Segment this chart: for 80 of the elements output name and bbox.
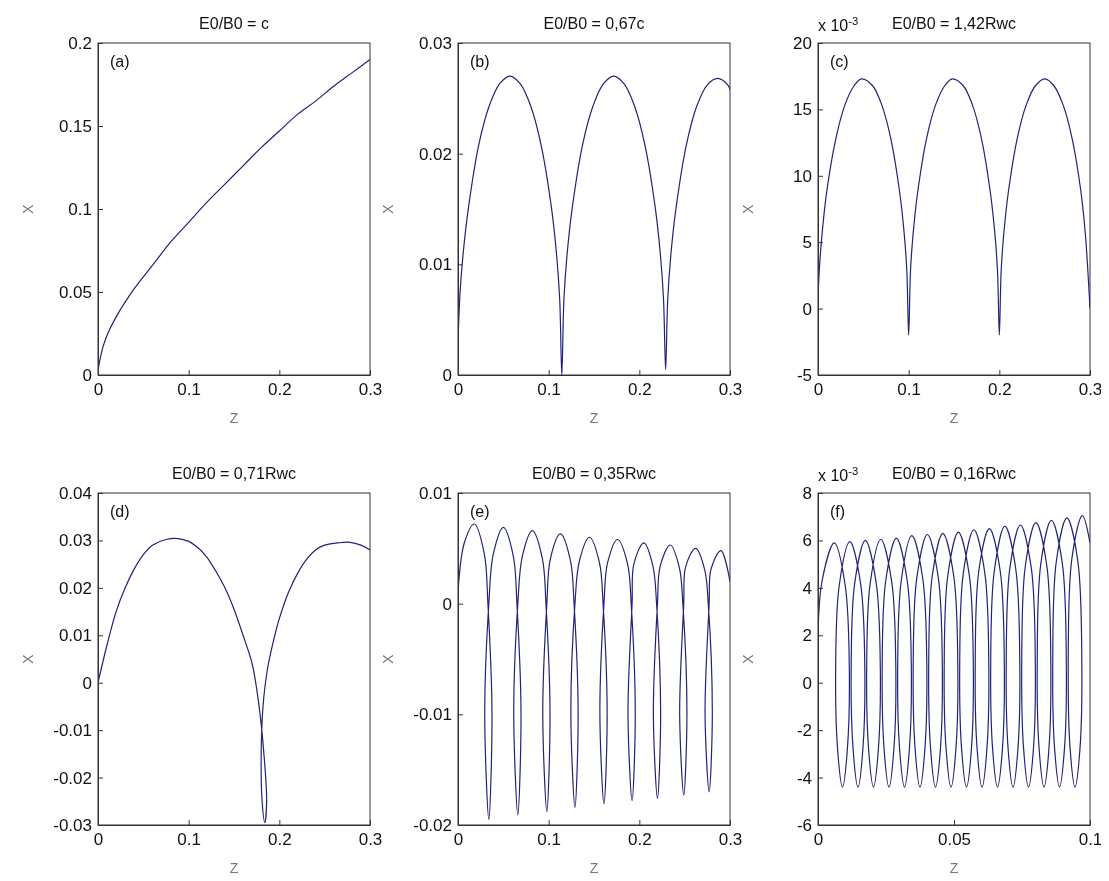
y-tick-label: 0.02: [418, 144, 452, 164]
y-tick-label: 0.1: [68, 199, 92, 219]
y-tick-label: 2: [802, 626, 812, 646]
annotation: (b): [470, 53, 490, 70]
x-tick-label: 0.3: [718, 380, 743, 400]
chart-title: E0/B0 = 0,16Rwc: [891, 465, 1017, 482]
annotation: (e): [470, 503, 490, 520]
annotation: (c): [830, 53, 849, 70]
x-axis-title: Z: [229, 860, 239, 876]
x-tick-label: 0.1: [537, 380, 561, 400]
x-axis-title: Z: [949, 860, 959, 876]
y-tick-label: 0: [442, 594, 452, 614]
x-tick-label: 0.3: [718, 830, 743, 850]
x-tick-label: 0.2: [988, 380, 1012, 400]
x-tick-label: 0.3: [1078, 380, 1103, 400]
line-series: [458, 523, 730, 821]
y-tick-label: 0: [82, 673, 92, 693]
y-axis-title: X: [739, 203, 756, 214]
y-tick-label: -2: [796, 721, 812, 741]
annotation: (f): [830, 503, 846, 520]
y-tick-label: 0.03: [418, 33, 452, 53]
x-tick-label: 0.2: [268, 380, 292, 400]
x-tick-label: 0.05: [937, 830, 972, 850]
x-tick-label: 0.2: [628, 830, 652, 850]
y-tick-label: 0.04: [58, 483, 92, 503]
y-tick-label: 0.01: [418, 255, 452, 275]
y-tick-label: 0.05: [58, 282, 92, 302]
y-tick-label: -4: [796, 768, 812, 788]
x-tick-label: 0.2: [628, 380, 652, 400]
x-axis-title: Z: [589, 860, 599, 876]
x-tick-label: 0.1: [897, 380, 921, 400]
y-tick-label: 20: [793, 33, 812, 53]
x-tick-label: 0.3: [358, 380, 383, 400]
y-tick-label: -0.02: [53, 768, 92, 788]
chart-title: E0/B0 = 0,35Rwc: [531, 465, 657, 482]
x-tick-label: 0.1: [177, 830, 201, 850]
text: x 10$^{-3}$: [818, 465, 859, 484]
y-tick-label: 0.01: [418, 483, 452, 503]
y-tick-label: 8: [802, 483, 812, 503]
x-tick-label: 0.3: [358, 830, 383, 850]
y-axis-title: X: [379, 203, 396, 214]
y-tick-label: -0.02: [413, 815, 452, 835]
y-tick-label: -0.01: [53, 721, 92, 741]
text: x 10$^{-3}$: [818, 15, 859, 34]
x-tick-label: 0.1: [1078, 830, 1103, 850]
y-tick-label: 5: [802, 233, 812, 253]
y-tick-label: 4: [802, 578, 812, 598]
y-tick-label: 15: [793, 100, 812, 120]
annotation: (d): [110, 503, 130, 520]
x-axis-title: Z: [949, 410, 959, 426]
y-tick-label: -0.01: [413, 705, 452, 725]
chart-title: E0/B0 = c: [199, 15, 269, 32]
y-axis-title: X: [379, 653, 396, 664]
chart-title: E0/B0 = 1,42Rwc: [891, 15, 1017, 32]
annotation: (a): [110, 53, 130, 70]
y-tick-label: 0: [442, 365, 452, 385]
y-tick-label: 0: [802, 673, 812, 693]
line-series: [818, 78, 1090, 336]
y-axis-title: X: [19, 203, 36, 214]
chart-title: E0/B0 = 0,67c: [543, 15, 645, 32]
y-tick-label: -0.03: [53, 815, 92, 835]
x-axis-title: Z: [229, 410, 239, 426]
x-tick-label: 0.1: [537, 830, 561, 850]
x-axis-title: Z: [589, 410, 599, 426]
y-tick-label: 0.15: [58, 116, 92, 136]
y-tick-label: -6: [796, 815, 812, 835]
y-tick-label: 10: [793, 166, 812, 186]
x-tick-label: 0.1: [177, 380, 201, 400]
y-tick-label: -5: [796, 365, 812, 385]
y-axis-title: X: [19, 653, 36, 664]
x-tick-label: 0.2: [268, 830, 292, 850]
y-tick-label: 6: [802, 531, 812, 551]
y-tick-label: 0.02: [58, 578, 92, 598]
chart-title: E0/B0 = 0,71Rwc: [171, 465, 297, 482]
y-tick-label: 0: [802, 299, 812, 319]
y-tick-label: 0.03: [58, 531, 92, 551]
y-tick-label: 0.01: [58, 626, 92, 646]
y-tick-label: 0.2: [68, 33, 92, 53]
y-axis-title: X: [739, 653, 756, 664]
y-tick-label: 0: [82, 365, 92, 385]
